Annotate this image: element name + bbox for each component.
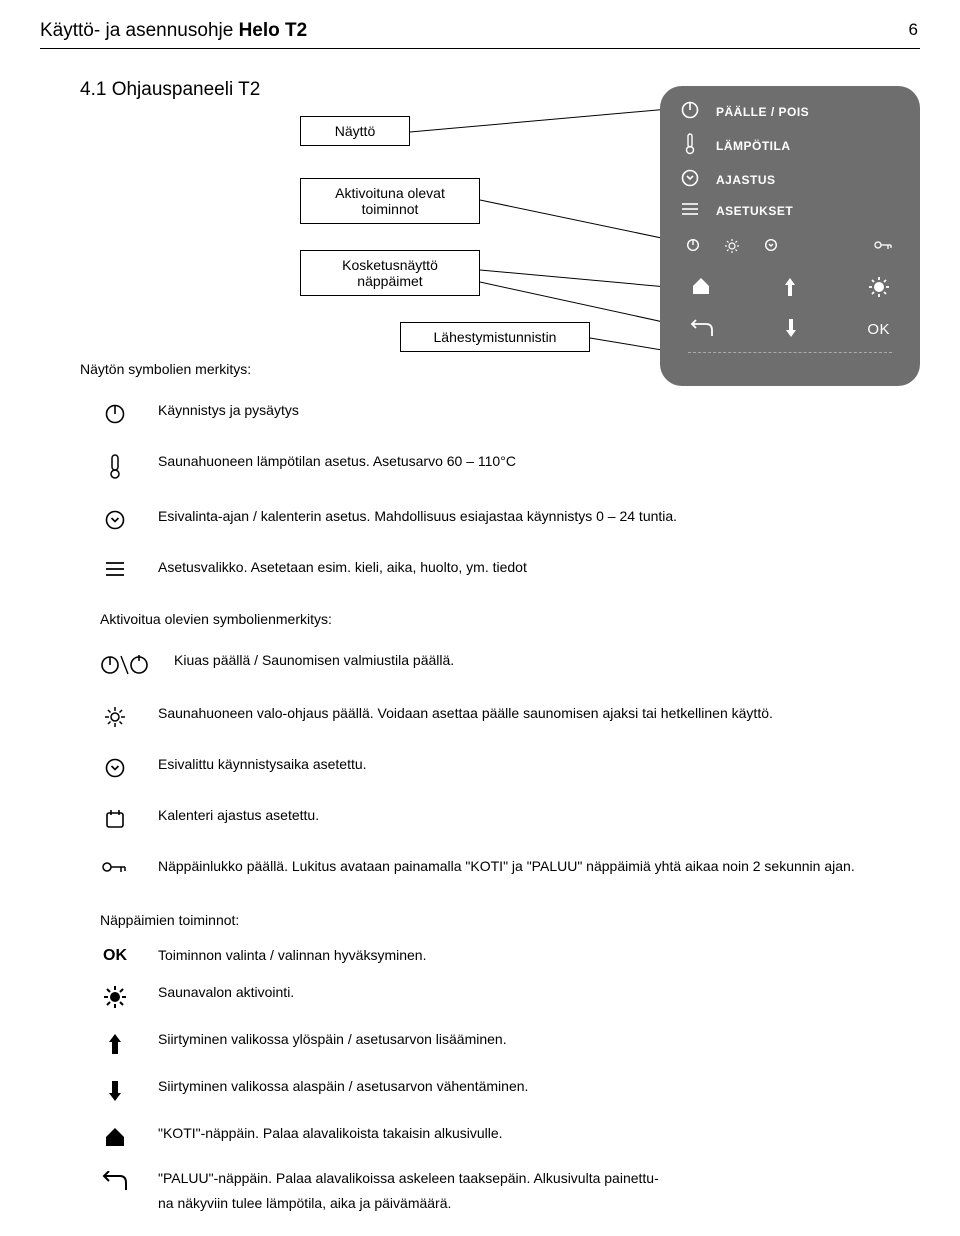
panel-row-power: PÄÄLLE / POIS	[678, 100, 902, 123]
legend-symbols: Käynnistys ja pysäytys Saunahuoneen lämp…	[100, 401, 960, 581]
header-prefix: Käyttö- ja asennusohje	[40, 20, 239, 41]
header-divider	[40, 48, 920, 49]
panel-label-timer: AJASTUS	[716, 173, 776, 187]
panel-status-row	[678, 230, 902, 258]
legend-text-ok: Toiminnon valinta / valinnan hyväksymine…	[158, 946, 960, 965]
panel-label-settings: ASETUKSET	[716, 204, 793, 218]
power-icon	[678, 100, 702, 123]
panel-button-row-1	[678, 276, 902, 301]
legend-text-kiuas: Kiuas päällä / Saunomisen valmiustila pä…	[174, 651, 960, 670]
legend-text-kalenteri: Kalenteri ajastus asetettu.	[158, 806, 960, 825]
clock-icon	[100, 755, 130, 782]
legend-text-timer: Esivalinta-ajan / kalenterin asetus. Mah…	[158, 507, 960, 526]
thermometer-icon	[678, 133, 702, 158]
key-lock-icon	[100, 857, 130, 878]
power-icon	[100, 401, 130, 428]
panel-row-temp: LÄMPÖTILA	[678, 133, 902, 158]
legend-text-esivalittu: Esivalittu käynnistysaika asetettu.	[158, 755, 960, 774]
status-light-icon	[724, 238, 740, 258]
up-arrow-icon[interactable]	[783, 276, 797, 301]
legend-text-valo: Saunahuoneen valo-ohjaus päällä. Voidaan…	[158, 704, 960, 723]
callout-aktivoidut: Aktivoituna olevat toiminnot	[300, 178, 480, 224]
status-clock-icon	[764, 238, 778, 258]
home-icon	[100, 1124, 130, 1151]
power-pair-icon	[100, 651, 146, 680]
panel-row-settings: ASETUKSET	[678, 201, 902, 220]
legend-text-power: Käynnistys ja pysäytys	[158, 401, 960, 420]
legend-text-lukko: Näppäinlukko päällä. Lukitus avataan pai…	[158, 857, 960, 876]
status-power-icon	[686, 238, 700, 258]
buttons-heading: Näppäimien toiminnot:	[100, 912, 960, 928]
back-icon[interactable]	[690, 319, 714, 340]
legend-buttons: OK Toiminnon valinta / valinnan hyväksym…	[100, 946, 960, 1213]
down-arrow-icon[interactable]	[784, 317, 798, 342]
panel-button-row-2: OK	[678, 317, 902, 342]
clock-icon	[678, 168, 702, 191]
panel-row-timer: AJASTUS	[678, 168, 902, 191]
status-lock-icon	[874, 238, 894, 258]
legend-text-koti: "KOTI"-näppäin. Palaa alavalikoista taka…	[158, 1124, 960, 1143]
light-outline-icon	[100, 704, 130, 731]
ok-button[interactable]: OK	[867, 321, 890, 338]
legend-text-paluu: "PALUU"-näppäin. Palaa alavalikoissa ask…	[158, 1169, 960, 1213]
legend-text-alas: Siirtyminen valikossa alaspäin / asetusa…	[158, 1077, 960, 1096]
calendar-icon	[100, 806, 130, 833]
home-icon[interactable]	[690, 276, 712, 301]
control-panel-display: PÄÄLLE / POIS LÄMPÖTILA AJASTUS ASETUKSE…	[660, 86, 920, 386]
light-bulb-icon[interactable]	[868, 276, 890, 301]
menu-icon	[100, 558, 130, 581]
legend-text-saunavalo: Saunavalon aktivointi.	[158, 983, 960, 1002]
menu-icon	[678, 201, 702, 220]
panel-label-temp: LÄMPÖTILA	[716, 139, 791, 153]
active-heading: Aktivoitua olevien symbolienmerkitys:	[100, 611, 960, 627]
page-header: Käyttö- ja asennusohje Helo T2	[0, 0, 960, 48]
proximity-sensor-zone	[688, 352, 892, 353]
clock-icon	[100, 507, 130, 534]
legend-text-ylos: Siirtyminen valikossa ylöspäin / asetusa…	[158, 1030, 960, 1049]
back-icon	[100, 1169, 130, 1194]
legend-text-settings: Asetusvalikko. Asetetaan esim. kieli, ai…	[158, 558, 960, 577]
light-filled-icon	[100, 983, 130, 1012]
page-number: 6	[909, 20, 918, 40]
callout-naytto: Näyttö	[300, 116, 410, 146]
legend-active: Kiuas päällä / Saunomisen valmiustila pä…	[100, 651, 960, 878]
thermometer-icon	[100, 452, 130, 483]
panel-label-power: PÄÄLLE / POIS	[716, 105, 809, 119]
header-product: Helo T2	[239, 20, 308, 41]
down-arrow-icon	[100, 1077, 130, 1106]
callout-kosketus: Kosketusnäyttö näppäimet	[300, 250, 480, 296]
ok-text-icon: OK	[100, 946, 130, 964]
callout-lahestymis: Lähestymistunnistin	[400, 322, 590, 352]
up-arrow-icon	[100, 1030, 130, 1059]
legend-text-temp: Saunahuoneen lämpötilan asetus. Asetusar…	[158, 452, 960, 471]
